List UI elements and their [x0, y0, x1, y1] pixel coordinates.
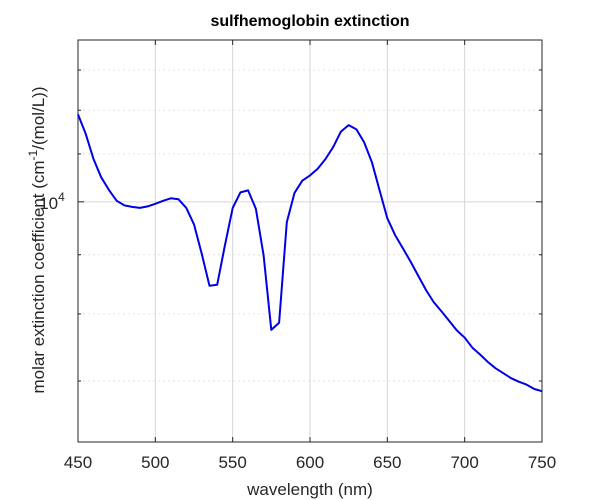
plot-frame — [77, 39, 543, 443]
x-tick-label: 450 — [64, 453, 92, 472]
x-tick-labels: 450 500 550 600 650 700 750 — [64, 453, 556, 472]
x-tick-label: 650 — [373, 453, 401, 472]
x-tick-label: 550 — [218, 453, 246, 472]
y-axis-label: molar extinction coefficient (cm-1/(mol/… — [26, 86, 48, 393]
y-tick-label: 104 — [39, 190, 65, 213]
series-line — [77, 114, 543, 393]
x-axis-label: wavelength (nm) — [246, 480, 373, 499]
x-tick-label: 500 — [141, 453, 169, 472]
x-tick-label: 700 — [450, 453, 478, 472]
x-tick-label: 600 — [296, 453, 324, 472]
y-tick-labels: 104 — [39, 190, 65, 213]
y-axis-label-suffix: /(mol/L)) — [29, 86, 48, 149]
y-axis-label-sup: -1 — [26, 149, 40, 160]
chart-title: sulfhemoglobin extinction — [210, 13, 409, 30]
y-axis-label-prefix: molar extinction coefficient (cm — [29, 160, 48, 393]
x-tick-label: 750 — [528, 453, 556, 472]
grid — [78, 40, 542, 442]
